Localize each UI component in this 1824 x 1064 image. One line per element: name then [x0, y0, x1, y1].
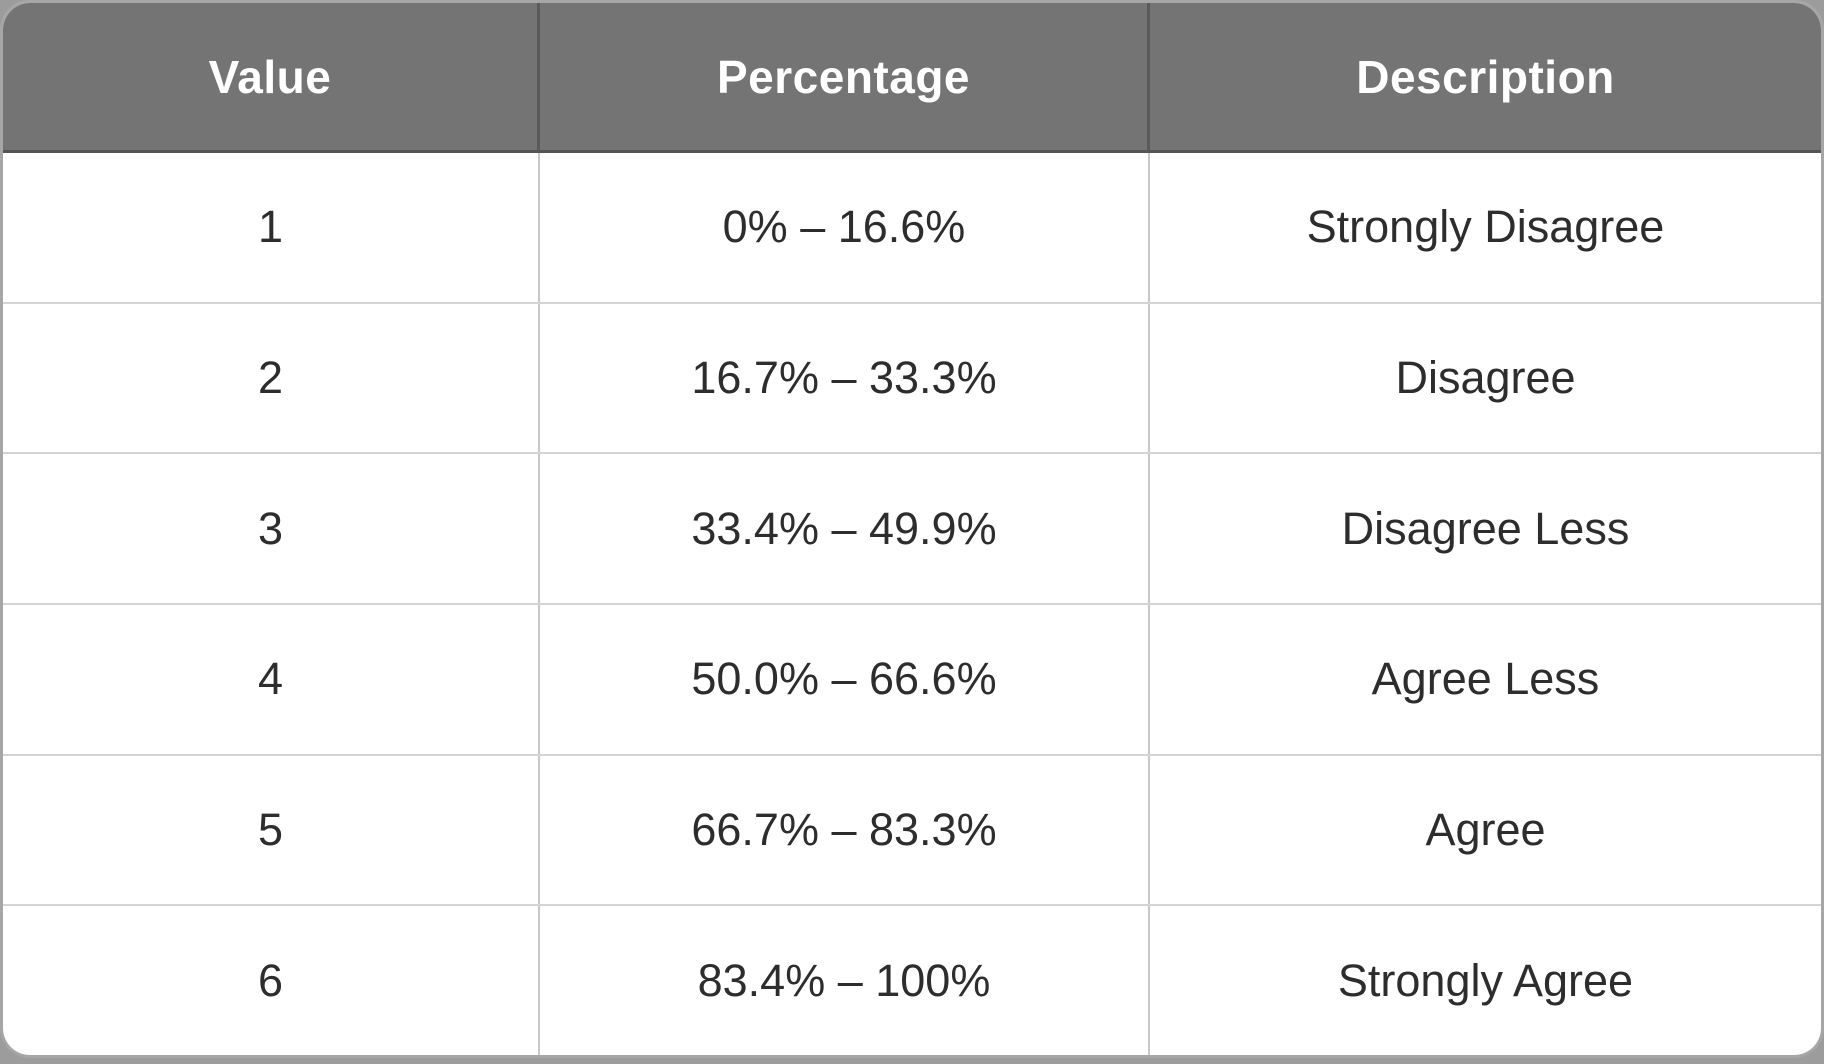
header-cell-description: Description [1356, 50, 1615, 103]
cell-value: 6 [3, 906, 540, 1055]
table-body: 1 0% – 16.6% Strongly Disagree 2 16.7% –… [3, 153, 1821, 1055]
cell-description: Disagree Less [1341, 502, 1630, 554]
cell-value: 1 [3, 153, 540, 302]
header-cell-value: Value [3, 3, 540, 150]
table-row: 2 16.7% – 33.3% Disagree [3, 303, 1821, 455]
cell-percentage: 16.7% – 33.3% [540, 303, 1150, 453]
cell-percentage: 33.4% – 49.9% [540, 454, 1150, 604]
table-row: 1 0% – 16.6% Strongly Disagree [3, 153, 1821, 304]
table-header-row: Value Percentage Description [3, 3, 1821, 153]
cell-description: Agree Less [1371, 653, 1600, 705]
cell-description: Disagree [1395, 352, 1576, 403]
cell-value: 3 [3, 454, 540, 604]
table-row: 6 83.4% – 100% Strongly Agree [3, 906, 1821, 1055]
cell-percentage: 0% – 16.6% [540, 153, 1150, 302]
cell-description: Strongly Agree [1337, 954, 1634, 1006]
header-cell-percentage: Percentage [540, 3, 1150, 150]
table-row: 3 33.4% – 49.9% Disagree Less [3, 454, 1821, 606]
table-row: 4 50.0% – 66.6% Agree Less [3, 605, 1821, 756]
cell-percentage: 66.7% – 83.3% [540, 755, 1150, 905]
cell-value: 2 [3, 303, 540, 453]
page-bottom-edge [0, 1058, 1824, 1064]
cell-description: Agree [1425, 804, 1546, 856]
cell-description: Strongly Disagree [1306, 201, 1665, 253]
cell-percentage: 83.4% – 100% [540, 906, 1150, 1055]
table-row: 5 66.7% – 83.3% Agree [3, 755, 1821, 907]
cell-value: 4 [3, 605, 540, 754]
cell-value: 5 [3, 755, 540, 905]
cell-percentage: 50.0% – 66.6% [540, 605, 1150, 754]
